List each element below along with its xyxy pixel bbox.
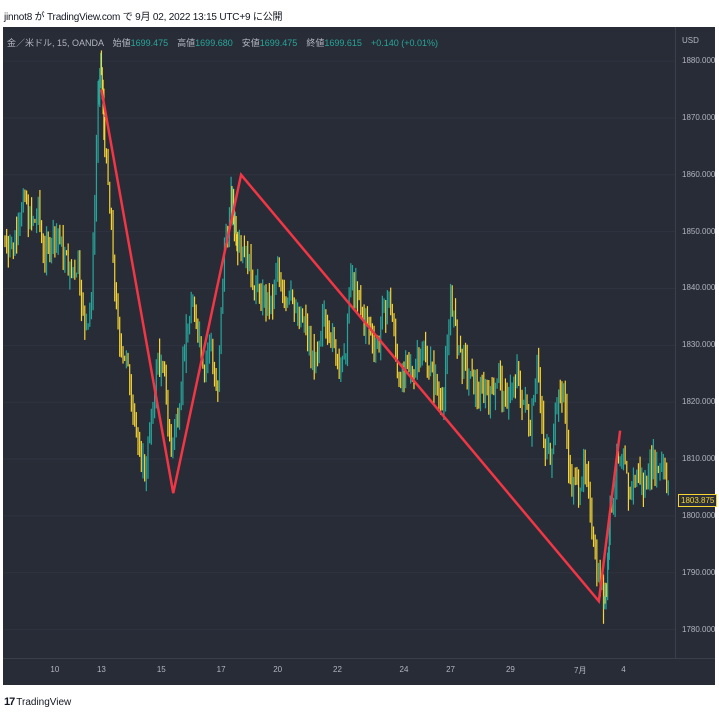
price-tick-label: 1840.000 xyxy=(682,283,716,293)
footer-branding: 17 TradingView xyxy=(4,696,71,708)
time-tick-label: 20 xyxy=(273,665,283,674)
candlesticks xyxy=(4,50,669,624)
close-value: 1699.615 xyxy=(324,38,362,48)
time-tick-label: 13 xyxy=(96,665,106,674)
brand-name: TradingView xyxy=(16,696,72,708)
currency-label[interactable]: USD xyxy=(682,36,699,45)
time-tick-label: 22 xyxy=(333,665,342,674)
open-value: 1699.475 xyxy=(130,38,169,48)
price-tick-label: 1850.000 xyxy=(682,226,716,236)
price-tick-label: 1870.000 xyxy=(682,112,716,122)
low-label: 安値 xyxy=(241,38,260,48)
time-tick-label: 17 xyxy=(216,665,226,674)
grid-lines xyxy=(3,60,675,631)
price-tick-label: 1780.000 xyxy=(682,624,716,634)
time-tick-label: 7月 xyxy=(573,666,587,675)
price-tick-label: 1800.000 xyxy=(682,510,716,520)
price-tick-label: 1830.000 xyxy=(682,340,716,350)
high-label: 高値 xyxy=(177,38,196,48)
tradingview-logo-icon: 17 xyxy=(4,696,15,708)
price-tick-label: 1810.000 xyxy=(682,454,716,464)
chart-panel[interactable]: 金／米ドル, 15, OANDA 始値1699.475 高値1699.680 安… xyxy=(3,27,718,685)
price-tick-label: 1790.000 xyxy=(682,567,716,577)
price-tick-label: 1860.000 xyxy=(682,169,716,179)
last-price-badge: 1803.875 xyxy=(678,494,718,507)
time-tick-label: 24 xyxy=(399,665,409,674)
symbol-label[interactable]: 金／米ドル, 15, OANDA xyxy=(7,38,104,48)
time-tick-label: 4 xyxy=(621,665,626,674)
time-tick-label: 10 xyxy=(50,665,60,674)
symbol-legend: 金／米ドル, 15, OANDA 始値1699.475 高値1699.680 安… xyxy=(7,36,438,49)
time-tick-label: 15 xyxy=(156,665,166,674)
close-label: 終値 xyxy=(306,38,325,48)
open-label: 始値 xyxy=(112,38,131,48)
zigzag-line xyxy=(100,89,622,605)
price-axis-divider xyxy=(675,27,676,658)
publish-caption: jinnot8 が TradingView.com で 9月 02, 2022 … xyxy=(4,12,283,23)
high-value: 1699.680 xyxy=(195,38,233,48)
time-tick-label: 29 xyxy=(505,665,515,674)
price-tick-label: 1820.000 xyxy=(682,397,716,407)
change-value: +0.140 (+0.01%) xyxy=(370,38,438,48)
price-tick-label: 1880.000 xyxy=(682,56,716,66)
time-axis-divider xyxy=(3,658,715,659)
time-tick-label: 27 xyxy=(446,665,455,674)
price-chart[interactable] xyxy=(3,27,715,685)
low-value: 1699.475 xyxy=(259,38,298,48)
